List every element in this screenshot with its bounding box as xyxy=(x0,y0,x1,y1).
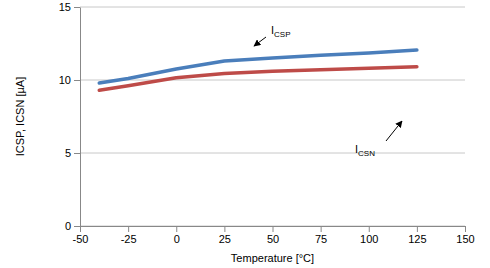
x-tick-label: 75 xyxy=(315,233,327,245)
y-tick-mark xyxy=(74,7,80,8)
series-line xyxy=(99,50,417,83)
grid-line xyxy=(80,80,465,81)
grid-line xyxy=(80,153,465,154)
y-tick-label: 5 xyxy=(65,147,71,159)
x-tick: 0 xyxy=(174,226,180,245)
y-axis-line xyxy=(80,8,81,227)
y-axis-title: ICSP, ICSN [µA] xyxy=(14,77,26,157)
series-label: ICSP xyxy=(271,24,291,39)
x-tick-mark xyxy=(176,226,177,232)
x-tick: -50 xyxy=(73,226,89,245)
y-tick: 15 xyxy=(59,1,80,13)
y-tick: 0 xyxy=(65,220,80,232)
x-tick-mark xyxy=(80,226,81,232)
x-tick: 125 xyxy=(408,226,426,245)
x-tick-label: 125 xyxy=(408,233,426,245)
x-tick: 25 xyxy=(219,226,231,245)
y-tick-mark xyxy=(74,226,80,227)
x-tick-label: -50 xyxy=(73,233,89,245)
series-label: ICSN xyxy=(355,143,375,158)
x-tick-mark xyxy=(128,226,129,232)
x-tick-mark xyxy=(465,226,466,232)
x-tick-label: -25 xyxy=(121,233,137,245)
x-tick-mark xyxy=(369,226,370,232)
chart: -50 -25 0 25 50 75 100 125 150 0 5 10 15 ICSP ICSN Temp… xyxy=(0,0,490,268)
x-tick-mark xyxy=(273,226,274,232)
series-line xyxy=(99,67,417,90)
x-tick: 100 xyxy=(360,226,378,245)
y-tick: 10 xyxy=(59,74,80,86)
x-tick: 75 xyxy=(315,226,327,245)
y-tick-label: 15 xyxy=(59,1,71,13)
y-axis: 0 5 10 15 xyxy=(59,1,81,232)
y-tick-mark xyxy=(74,80,80,81)
x-tick-label: 50 xyxy=(267,233,279,245)
x-tick-label: 25 xyxy=(219,233,231,245)
x-tick: 150 xyxy=(456,226,474,245)
x-tick: 50 xyxy=(267,226,279,245)
grid-line xyxy=(80,7,465,8)
x-tick-label: 0 xyxy=(174,233,180,245)
x-tick-mark xyxy=(417,226,418,232)
x-tick: -25 xyxy=(121,226,137,245)
annotation-arrow xyxy=(386,121,402,141)
x-tick-mark xyxy=(224,226,225,232)
x-axis: -50 -25 0 25 50 75 100 125 150 xyxy=(73,226,475,245)
y-tick: 5 xyxy=(65,147,80,159)
y-tick-label: 10 xyxy=(59,74,71,86)
x-axis-title: Temperature [°C] xyxy=(231,252,314,264)
y-tick-label: 0 xyxy=(65,220,71,232)
grid xyxy=(80,7,465,226)
x-tick-label: 150 xyxy=(456,233,474,245)
x-tick-mark xyxy=(321,226,322,232)
y-tick-mark xyxy=(74,153,80,154)
annotation-arrow xyxy=(254,37,266,46)
lines xyxy=(99,50,417,90)
x-tick-label: 100 xyxy=(360,233,378,245)
plot: -50 -25 0 25 50 75 100 125 150 0 5 10 15 xyxy=(59,1,475,245)
